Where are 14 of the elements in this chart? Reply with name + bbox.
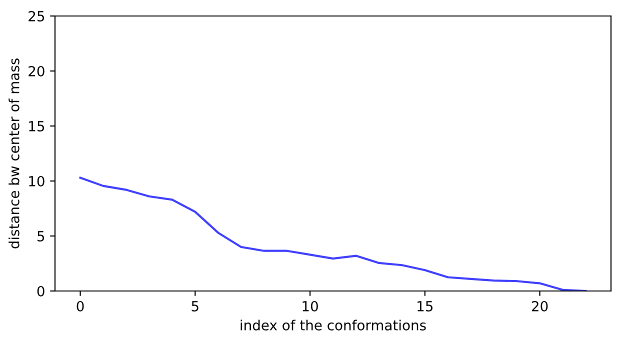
y-tick-label: 5: [38, 231, 44, 242]
x-tick-label: 5: [192, 301, 198, 312]
y-tick-label: 15: [29, 121, 44, 132]
x-tick-label: 10: [302, 300, 318, 312]
x-tick-label: 15: [418, 301, 433, 312]
x-axis-title: index of the conformations: [240, 320, 426, 330]
y-tick-label: 25: [28, 10, 44, 22]
x-tick-label: 20: [532, 300, 548, 312]
line-series: [79, 176, 587, 291]
y-axis-title: distance bw center of mass: [8, 58, 20, 248]
y-tick-label: 10: [29, 176, 44, 186]
x-tick-label: 0: [76, 300, 84, 312]
y-tick-label: 0: [37, 286, 44, 296]
y-tick-label: 20: [28, 66, 44, 76]
